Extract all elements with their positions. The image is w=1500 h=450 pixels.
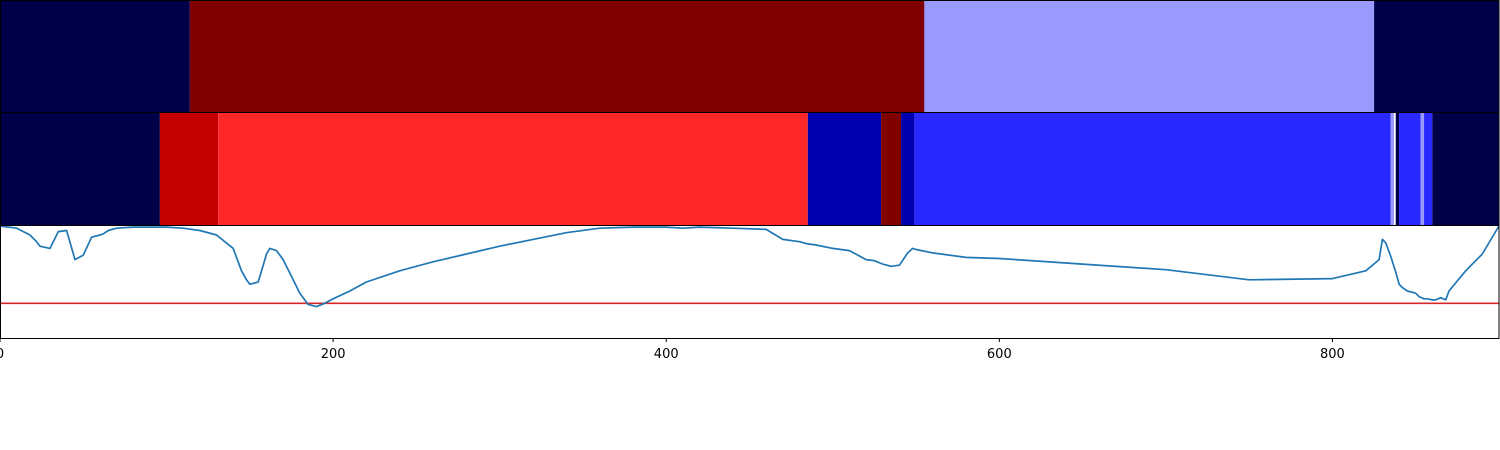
series-line xyxy=(0,225,1500,308)
track-2-segment-8 xyxy=(1390,113,1395,225)
track-2-segment-9 xyxy=(1394,113,1396,225)
x-tick-label-800: 800 xyxy=(1320,347,1345,362)
x-tick-label-0: 0 xyxy=(0,347,4,362)
track-1-segment-3 xyxy=(924,1,1375,112)
x-axis: 0 200 400 600 800 xyxy=(0,338,1345,362)
track-2-segment-11 xyxy=(1399,113,1421,225)
line-panel xyxy=(0,225,1500,339)
track-1-segment-1 xyxy=(0,1,190,112)
track-2-segment-7 xyxy=(914,113,1391,225)
segment-track-2 xyxy=(0,112,1500,226)
track-2-segment-5 xyxy=(881,113,902,225)
x-tick-label-600: 600 xyxy=(987,347,1012,362)
track-2-segment-3 xyxy=(218,113,808,225)
line-panel-frame xyxy=(0,225,1500,339)
track-2-segment-2 xyxy=(159,113,219,225)
track-2-segment-6 xyxy=(901,113,915,225)
track-1-segment-4 xyxy=(1374,1,1499,112)
track-2-segment-10 xyxy=(1395,113,1400,225)
track-1-segment-2 xyxy=(189,1,925,112)
track-2-segment-4 xyxy=(807,113,882,225)
track-2-segment-13 xyxy=(1424,113,1433,225)
x-tick-label-200: 200 xyxy=(321,347,346,362)
track-2-segment-12 xyxy=(1420,113,1425,225)
line-panel-background xyxy=(0,226,1500,338)
segment-track-1 xyxy=(0,0,1500,113)
x-tick-label-400: 400 xyxy=(654,347,679,362)
track-2-segment-1 xyxy=(0,113,160,225)
track-2-segment-14 xyxy=(1432,113,1499,225)
